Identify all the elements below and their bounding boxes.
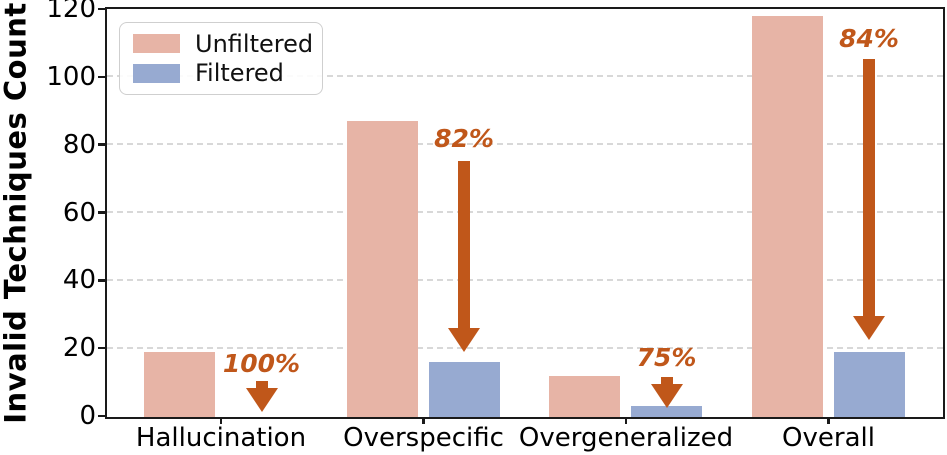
arrow-head — [245, 387, 278, 412]
down-arrow-icon — [853, 58, 885, 340]
x-tick-mark — [422, 418, 425, 424]
x-tick-label: Overall — [782, 423, 875, 453]
x-tick-mark — [624, 418, 628, 424]
reduction-percent-label: 84% — [839, 23, 899, 53]
y-tick-label: 60 — [62, 197, 96, 228]
down-arrow-icon — [650, 376, 683, 408]
y-tick-label: 20 — [62, 333, 96, 364]
y-tick-mark — [98, 7, 107, 11]
reduction-percent-label: 100% — [222, 348, 301, 378]
y-tick-mark — [98, 211, 107, 214]
bar-unfiltered-overspecific — [346, 121, 418, 417]
gridline — [106, 75, 943, 78]
y-tick-label: 0 — [79, 401, 96, 431]
gridline — [106, 211, 943, 213]
legend-item-unfiltered: Unfiltered — [133, 31, 313, 57]
bar-unfiltered-overall — [751, 16, 823, 417]
legend-swatch-unfiltered — [133, 34, 180, 54]
arrow-shaft — [660, 376, 673, 384]
gridline — [106, 346, 943, 349]
reduction-percent-label: 75% — [636, 342, 697, 372]
legend-label: Unfiltered — [195, 29, 314, 58]
arrow-head — [448, 327, 480, 352]
y-tick-label: 80 — [62, 129, 96, 160]
bar-unfiltered-overgeneralized — [549, 375, 620, 417]
legend: Unfiltered Filtered — [119, 22, 323, 95]
legend-item-filtered: Filtered — [133, 60, 309, 86]
down-arrow-icon — [245, 380, 278, 412]
x-tick-label: Overgeneralized — [518, 423, 734, 453]
y-tick-mark — [98, 414, 107, 418]
arrow-head — [853, 315, 885, 340]
arrow-head — [650, 383, 683, 408]
bar-filtered-overspecific — [428, 362, 500, 417]
gridline — [106, 143, 943, 146]
bar-unfiltered-hallucination — [144, 352, 215, 417]
arrow-shaft — [255, 380, 268, 388]
bar-filtered-overgeneralized — [631, 406, 702, 417]
gridline — [106, 278, 943, 281]
bar-filtered-overall — [833, 352, 905, 417]
y-tick-mark — [98, 346, 107, 350]
x-tick-label: Hallucination — [135, 423, 307, 453]
arrow-shaft — [458, 160, 470, 328]
reduction-percent-label: 82% — [434, 123, 494, 153]
y-tick-label: 40 — [62, 265, 96, 296]
legend-swatch-filtered — [133, 63, 180, 83]
legend-label: Filtered — [195, 59, 284, 88]
y-tick-label: 100 — [46, 61, 96, 92]
x-tick-mark — [219, 418, 223, 424]
x-tick-mark — [827, 418, 830, 424]
plot-area: 100% 82% 75% 84% — [104, 6, 945, 419]
y-tick-label: 120 — [46, 0, 96, 24]
y-tick-mark — [98, 279, 107, 282]
x-tick-label: Overspecific — [343, 423, 504, 453]
y-tick-mark — [98, 75, 107, 79]
arrow-shaft — [863, 58, 875, 316]
y-tick-mark — [98, 143, 107, 146]
down-arrow-icon — [448, 160, 480, 352]
